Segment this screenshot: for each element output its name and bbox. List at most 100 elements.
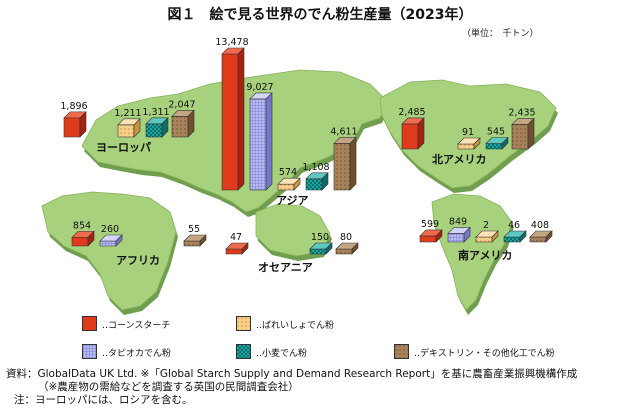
data-label: 47 <box>230 232 242 243</box>
data-label: 1,896 <box>60 101 87 112</box>
bar-front <box>401 123 419 150</box>
legend-label: ‥小麦でん粉 <box>256 349 308 359</box>
bar-side <box>115 234 123 247</box>
bar-region-2-2 <box>485 136 509 150</box>
data-label: 2,435 <box>508 107 535 118</box>
legend-swatch <box>394 344 409 359</box>
bar-front <box>447 233 465 243</box>
bar-region-3-0 <box>71 230 95 247</box>
bar-region-1-3 <box>305 172 329 191</box>
data-label: 1,211 <box>114 108 141 119</box>
bar-side <box>199 234 207 247</box>
bar-side <box>351 242 359 255</box>
region-label: 北アメリカ <box>432 152 486 166</box>
legend-label: ‥タピオカでん粉 <box>102 349 172 359</box>
bar-side <box>133 118 141 138</box>
chart-title: 図１ 絵で見る世界のでん粉生産量（2023年） <box>167 7 473 23</box>
bar-region-5-0 <box>419 229 443 243</box>
bar-front <box>335 248 353 255</box>
bar-region-2-0 <box>401 117 425 150</box>
bar-region-4-1 <box>309 242 333 255</box>
bar-front <box>99 240 117 247</box>
bar-front <box>485 143 503 150</box>
data-label: 46 <box>508 220 520 231</box>
bar-side <box>545 230 553 243</box>
bar-front <box>529 236 547 243</box>
bar-side <box>325 242 333 255</box>
bar-region-3-1 <box>99 234 123 247</box>
bar-side <box>241 242 249 255</box>
data-label: 260 <box>101 224 119 235</box>
bar-side <box>435 229 443 243</box>
continents <box>41 69 558 315</box>
bar-side <box>161 117 169 138</box>
data-label: 408 <box>531 220 549 231</box>
bar-front <box>249 98 267 191</box>
footnote: 注：ヨーロッパには、ロシアを含む。 <box>14 394 193 406</box>
bar-side <box>237 47 245 191</box>
bar-side <box>265 92 273 191</box>
bar-front <box>419 235 437 243</box>
data-label: 599 <box>421 219 439 230</box>
legend-swatch <box>82 316 97 331</box>
bar-front <box>171 116 189 138</box>
data-label: 150 <box>311 232 329 243</box>
data-label: 2,047 <box>168 99 195 110</box>
bar-side <box>519 230 527 243</box>
data-label: 545 <box>487 127 505 138</box>
bar-side <box>349 136 357 191</box>
data-label: 574 <box>279 167 297 178</box>
bar-region-4-0 <box>225 242 249 255</box>
bar-front <box>225 248 243 255</box>
bar-side <box>463 226 471 243</box>
bar-region-5-1 <box>447 226 471 243</box>
bar-front <box>117 124 135 138</box>
data-label: 55 <box>188 224 200 235</box>
legend-label: ‥ばれいしょでん粉 <box>256 321 335 331</box>
bar-front <box>305 178 323 191</box>
region-label: ヨーロッパ <box>96 141 151 154</box>
bar-front <box>183 240 201 247</box>
bar-region-5-3 <box>503 230 527 243</box>
bar-front <box>511 124 529 150</box>
bar-side <box>491 230 499 243</box>
bar-front <box>309 248 327 255</box>
data-label: 849 <box>449 216 467 227</box>
bar-region-0-0 <box>63 111 87 138</box>
legend-swatch <box>82 344 97 359</box>
source-note-detail: （※農産物の需給などを調査する英国の民間調査会社） <box>38 381 299 393</box>
bar-region-5-4 <box>529 230 553 243</box>
data-label: 2 <box>483 220 489 231</box>
region-label: 南アメリカ <box>458 248 512 262</box>
bar-side <box>473 137 481 150</box>
bar-front <box>145 123 163 138</box>
bar-front <box>71 237 89 247</box>
bar-side <box>417 117 425 150</box>
data-label: 1,108 <box>302 162 329 173</box>
bar-side <box>527 117 535 150</box>
legend-label: ‥コーンスターチ <box>102 321 171 331</box>
legend-swatch <box>236 316 251 331</box>
bar-region-2-3 <box>511 117 535 150</box>
bar-region-4-2 <box>335 242 359 255</box>
bar-front <box>277 183 295 191</box>
legend-label: ‥デキストリン・その他化工でん粉 <box>414 349 555 359</box>
bar-side <box>87 230 95 247</box>
bar-side <box>187 109 195 138</box>
bar-region-0-3 <box>171 109 195 138</box>
data-label: 80 <box>340 232 352 243</box>
source-note: 資料：GlobalData UK Ltd. ※「Global Starch Su… <box>6 368 578 380</box>
bar-region-0-1 <box>117 118 141 138</box>
data-label: 9,027 <box>246 82 273 93</box>
bar-front <box>333 143 351 191</box>
bar-side <box>501 136 509 150</box>
region-label: オセアニア <box>258 261 313 274</box>
unit-label: （単位： 千トン） <box>462 29 539 39</box>
bar-region-1-4 <box>333 136 357 191</box>
data-label: 854 <box>73 220 91 231</box>
bar-region-5-2 <box>475 230 499 243</box>
bar-front <box>503 236 521 243</box>
data-label: 13,478 <box>215 37 248 48</box>
bar-front <box>457 143 475 150</box>
